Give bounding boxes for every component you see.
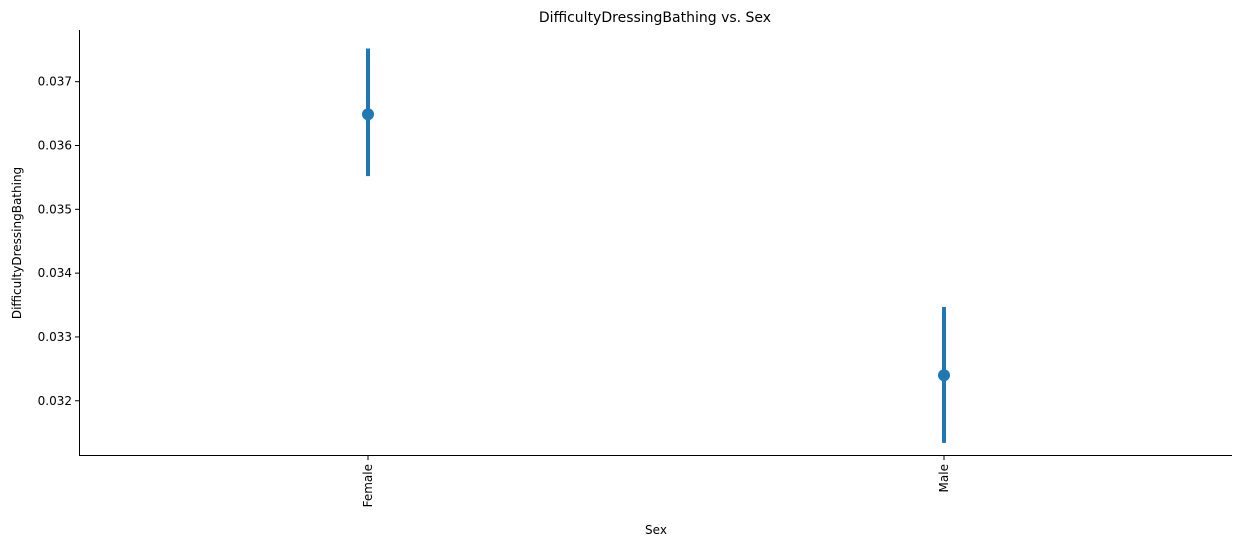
- data-point: [938, 369, 950, 382]
- y-tick-label: 0.036: [38, 139, 72, 153]
- x-axis-label: Sex: [645, 523, 667, 537]
- y-tick-label: 0.033: [38, 330, 72, 344]
- x-tick-label: Male: [937, 464, 951, 492]
- x-ticks: Female Male: [361, 455, 951, 507]
- data-point: [362, 108, 374, 121]
- y-axis-label: DifficultyDressingBathing: [10, 167, 24, 319]
- x-tick-label: Female: [361, 464, 375, 507]
- y-tick-label: 0.035: [38, 202, 72, 216]
- y-tick-label: 0.034: [38, 266, 72, 280]
- data-marks: [362, 48, 950, 443]
- chart-title: DifficultyDressingBathing vs. Sex: [539, 10, 771, 26]
- y-tick-label: 0.037: [38, 75, 72, 89]
- y-tick-label: 0.032: [38, 394, 72, 408]
- y-ticks: 0.032 0.033 0.034 0.035 0.036 0.037: [38, 75, 80, 408]
